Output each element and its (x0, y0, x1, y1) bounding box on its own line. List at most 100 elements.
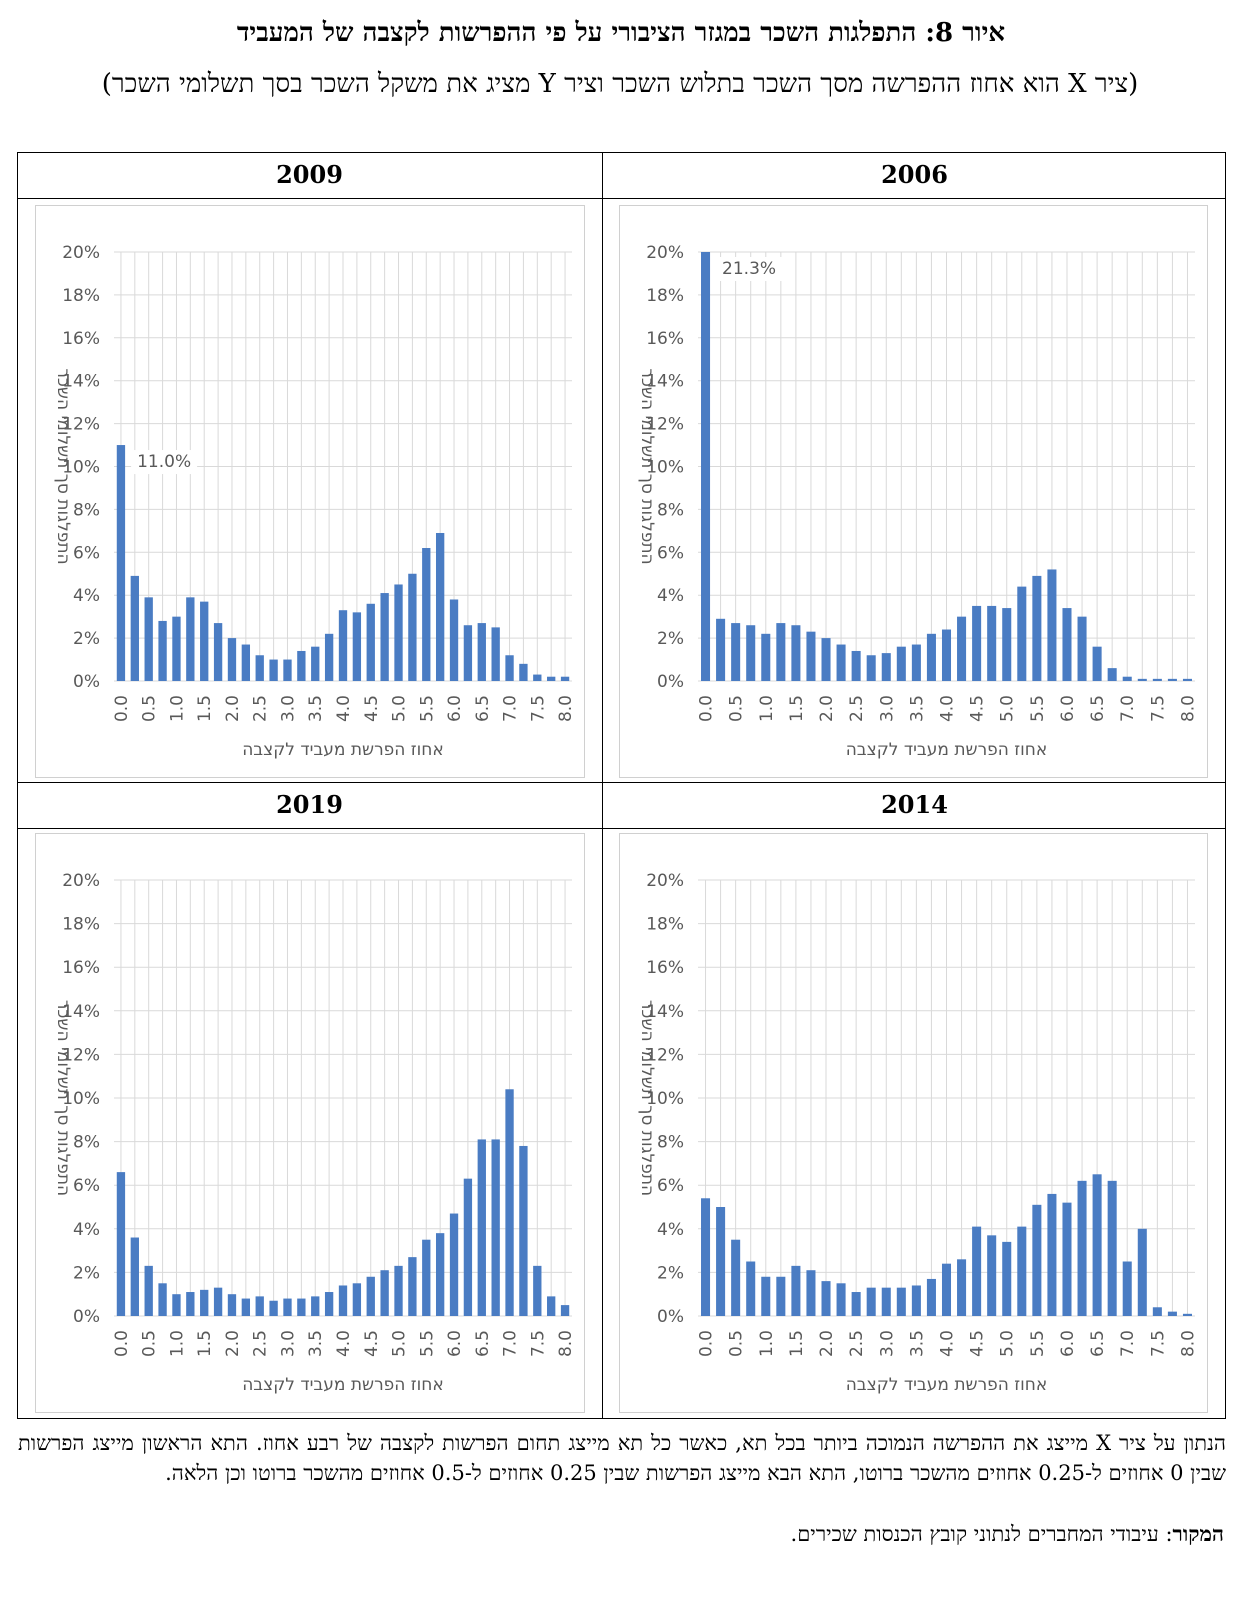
bar (746, 1261, 756, 1316)
bar (1047, 569, 1057, 681)
bar (746, 625, 756, 681)
y-tick-label: 18% (646, 286, 684, 306)
bar (1062, 608, 1072, 681)
bar (311, 1296, 320, 1316)
bar (1137, 678, 1147, 681)
y-tick-label: 10% (62, 458, 100, 478)
y-tick-label: 8% (73, 500, 100, 520)
y-tick-label: 12% (646, 1045, 684, 1065)
y-axis-label: התפלגות סך תשלומי השכר (637, 1000, 657, 1196)
bar (352, 612, 362, 681)
x-tick-label: 4.5 (362, 695, 382, 722)
bar (408, 1257, 417, 1316)
y-tick-label: 14% (62, 372, 100, 392)
x-tick-label: 3.5 (306, 695, 326, 722)
chart: 0% 2% 4% 6% 8% 10% 12% 14% 16% 18% 20% 0.0 0.5 1.0 1.5… (53, 871, 576, 1395)
bar (491, 627, 500, 681)
y-tick-label: 20% (62, 243, 100, 263)
x-tick-label: 6.5 (1088, 695, 1108, 722)
bar (1182, 678, 1192, 681)
bar (158, 620, 167, 681)
bar (213, 623, 223, 681)
y-tick-label: 4% (657, 1220, 684, 1240)
x-tick-label: 3.0 (278, 1330, 298, 1357)
bar (269, 1300, 278, 1316)
chart-box: 0% 2% 4% 6% 8% 10% 12% 14% 16% 18% 20% 0.0 11.0% 0.5 1… (35, 205, 585, 778)
x-tick-label: 0.5 (140, 1330, 160, 1357)
bar (283, 1298, 292, 1316)
x-tick-label: 4.5 (968, 1330, 988, 1357)
bar (881, 653, 891, 681)
bar (547, 676, 556, 681)
chart: 0% 2% 4% 6% 8% 10% 12% 14% 16% 18% 20% 0.0 11.0% 0.5 1… (53, 243, 576, 760)
bar (324, 1292, 334, 1316)
x-tick-label: 5.0 (998, 1330, 1018, 1357)
source-text: : עיבודי המחברים לנתוני קובץ הכנסות שכיר… (790, 1522, 1173, 1546)
bar (533, 1265, 542, 1316)
x-tick-label: 4.5 (362, 1330, 382, 1357)
bar (172, 1294, 181, 1316)
bar (213, 1287, 223, 1316)
y-tick-label: 10% (62, 1089, 100, 1109)
x-tick-label: 7.0 (501, 695, 521, 722)
figure-subtitle: (ציר X הוא אחוז ההפרשה מסך השכר בתלוש הש… (101, 69, 1139, 99)
data-label: 11.0% (137, 452, 191, 472)
x-tick-label: 4.0 (938, 695, 958, 722)
bar (297, 650, 306, 681)
x-tick-label: 2.0 (817, 1330, 837, 1357)
x-tick-label: 0.0 (697, 1330, 717, 1357)
y-tick-label: 8% (73, 1133, 100, 1153)
chart-box: 0% 2% 4% 6% 8% 10% 12% 14% 16% 18% 20% 0.0 0.5 1.0 1.5… (619, 833, 1208, 1413)
x-tick-label: 8.0 (1178, 695, 1198, 722)
bar (255, 1296, 264, 1316)
bar (1092, 1174, 1102, 1316)
bar (408, 573, 417, 681)
bar (283, 659, 292, 681)
y-tick-label: 20% (62, 871, 100, 891)
bar (422, 1239, 431, 1316)
x-tick-label: 2.5 (847, 1330, 867, 1357)
bar (866, 1287, 876, 1316)
x-tick-label: 3.5 (907, 695, 927, 722)
y-tick-label: 10% (646, 458, 684, 478)
y-tick-label: 4% (73, 1220, 100, 1240)
bar (519, 663, 528, 681)
x-tick-label: 1.5 (195, 695, 215, 722)
y-tick-label: 16% (62, 958, 100, 978)
table-divider (17, 198, 1226, 199)
bar (435, 1233, 445, 1316)
y-tick-label: 6% (73, 1176, 100, 1196)
y-tick-label: 16% (646, 958, 684, 978)
bar (186, 1292, 195, 1316)
x-tick-label: 8.0 (556, 695, 576, 722)
bar (144, 1265, 153, 1316)
bar (1167, 1311, 1177, 1316)
bar (352, 1283, 362, 1316)
figure-title: איור 8: התפלגות השכר במגזר הציבורי על פי… (236, 18, 1006, 48)
bar (200, 601, 209, 681)
x-tick-label: 4.5 (968, 695, 988, 722)
x-tick-label: 7.0 (1118, 1330, 1138, 1357)
x-tick-label: 7.0 (1118, 695, 1138, 722)
panel-title: 2019 (276, 790, 343, 819)
x-tick-label: 1.0 (757, 1330, 777, 1357)
y-tick-label: 6% (657, 543, 684, 563)
y-tick-label: 16% (646, 329, 684, 349)
bar (144, 597, 153, 681)
bar (972, 605, 982, 681)
x-tick-label: 3.5 (306, 1330, 326, 1357)
bar (241, 644, 251, 681)
bar (776, 623, 786, 681)
x-tick-label: 7.5 (528, 1330, 548, 1357)
bar (269, 659, 278, 681)
x-tick-label: 1.0 (167, 695, 187, 722)
y-tick-label: 12% (62, 1045, 100, 1065)
x-tick-label: 1.5 (787, 1330, 807, 1357)
x-tick-label: 0.0 (112, 1330, 132, 1357)
bar (380, 593, 389, 681)
bar (338, 1285, 348, 1316)
bar (1167, 678, 1177, 681)
bar (1062, 1202, 1072, 1316)
bar (186, 597, 195, 681)
x-tick-label: 3.5 (907, 1330, 927, 1357)
